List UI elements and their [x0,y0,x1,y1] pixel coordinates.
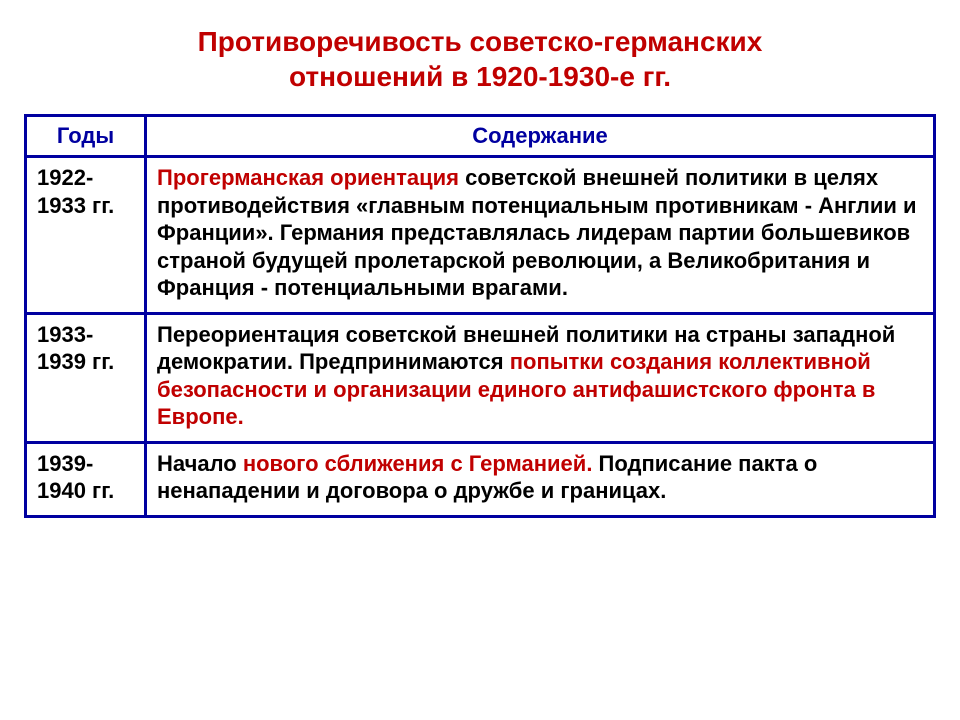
table-row: 1939-1940 гг.Начало нового сближения с Г… [26,442,935,516]
body-text: Начало [157,451,243,476]
table-row: 1933-1939 гг.Переориентация советской вн… [26,313,935,442]
header-years: Годы [26,116,146,157]
table-body: 1922-1933 гг.Прогерманская ориентация со… [26,157,935,517]
slide-page: Противоречивость советско-германских отн… [0,0,960,720]
highlight-text: нового сближения с Германией. [243,451,599,476]
highlight-text: Прогерманская ориентация [157,165,465,190]
table-header-row: Годы Содержание [26,116,935,157]
cell-years: 1922-1933 гг. [26,157,146,314]
table-row: 1922-1933 гг.Прогерманская ориентация со… [26,157,935,314]
title-line-2: отношений в 1920-1930-е гг. [289,61,671,92]
title-line-1: Противоречивость советско-германских [198,26,763,57]
header-content: Содержание [146,116,935,157]
cell-content: Прогерманская ориентация советской внешн… [146,157,935,314]
cell-years: 1939-1940 гг. [26,442,146,516]
cell-years: 1933-1939 гг. [26,313,146,442]
cell-content: Начало нового сближения с Германией. Под… [146,442,935,516]
relations-table: Годы Содержание 1922-1933 гг.Прогерманск… [24,114,936,518]
cell-content: Переориентация советской внешней политик… [146,313,935,442]
slide-title: Противоречивость советско-германских отн… [24,24,936,94]
